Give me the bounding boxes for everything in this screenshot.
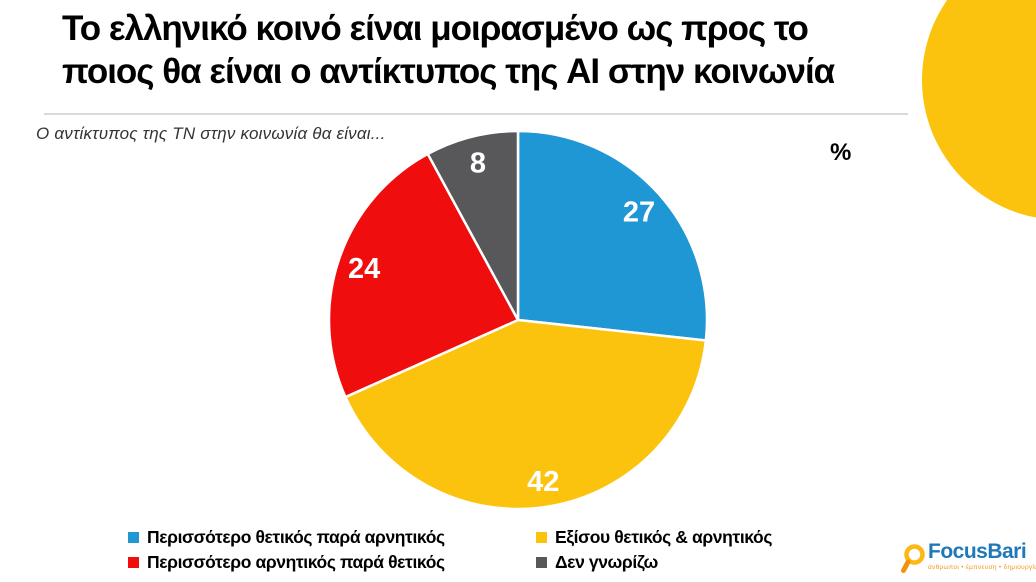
- pie-chart: 27 42 24 8: [318, 120, 718, 520]
- legend-marker-gray: [536, 556, 547, 568]
- legend-marker-red: [128, 556, 139, 568]
- legend-label: Εξίσου θετικός & αρνητικός: [555, 526, 773, 547]
- page-title: Το ελληνικό κοινό είναι μοιρασμένο ως πρ…: [62, 8, 934, 93]
- logo-tagline: άνθρωποι • έμπνευση • δημιουργία: [928, 564, 1036, 572]
- pie-slice-1: [344, 318, 708, 511]
- legend-label: Περισσότερο αρνητικός παρά θετικός: [147, 551, 445, 572]
- pie-slice-3: [426, 129, 520, 322]
- logo-name: FocusBari: [928, 540, 1027, 563]
- legend-item-positive: Περισσότερο θετικός παρά αρνητικός: [128, 526, 536, 548]
- logo-text: FocusBari άνθρωποι • έμπνευση • δημιουργ…: [928, 540, 1036, 572]
- chart-legend: Περισσότερο θετικός παρά αρνητικός Εξίσο…: [128, 526, 772, 573]
- pie-value-label-0: 27: [623, 197, 655, 229]
- legend-item-equal: Εξίσου θετικός & αρνητικός: [536, 526, 772, 548]
- pie-value-label-2: 24: [348, 253, 380, 285]
- legend-marker-blue: [128, 531, 139, 543]
- page-title-line1: Το ελληνικό κοινό είναι μοιρασμένο ως πρ…: [62, 9, 809, 48]
- chart-subtitle: Ο αντίκτυπος της ΤΝ στην κοινωνία θα είν…: [36, 124, 386, 143]
- pie-slice-0: [516, 129, 709, 342]
- legend-label: Περισσότερο θετικός παρά αρνητικός: [147, 526, 445, 547]
- pie-slice-2: [327, 152, 520, 399]
- legend-marker-yellow: [536, 531, 547, 543]
- page-title-line2: ποιος θα είναι ο αντίκτυπος της AI στην …: [62, 51, 835, 91]
- percent-unit-label: %: [830, 139, 852, 166]
- magnifier-icon: [899, 543, 926, 582]
- corner-accent-circle: [922, 0, 1036, 220]
- pie-value-label-1: 42: [527, 466, 559, 498]
- pie-value-label-3: 8: [470, 148, 486, 180]
- legend-item-negative: Περισσότερο αρνητικός παρά θετικός: [128, 551, 536, 573]
- focusbari-logo: FocusBari άνθρωποι • έμπνευση • δημιουργ…: [899, 540, 1036, 582]
- pie-chart-svg: 27 42 24 8: [327, 129, 709, 511]
- legend-item-dont-know: Δεν γνωρίζω: [536, 551, 772, 573]
- legend-label: Δεν γνωρίζω: [555, 551, 658, 572]
- title-divider: [44, 113, 908, 115]
